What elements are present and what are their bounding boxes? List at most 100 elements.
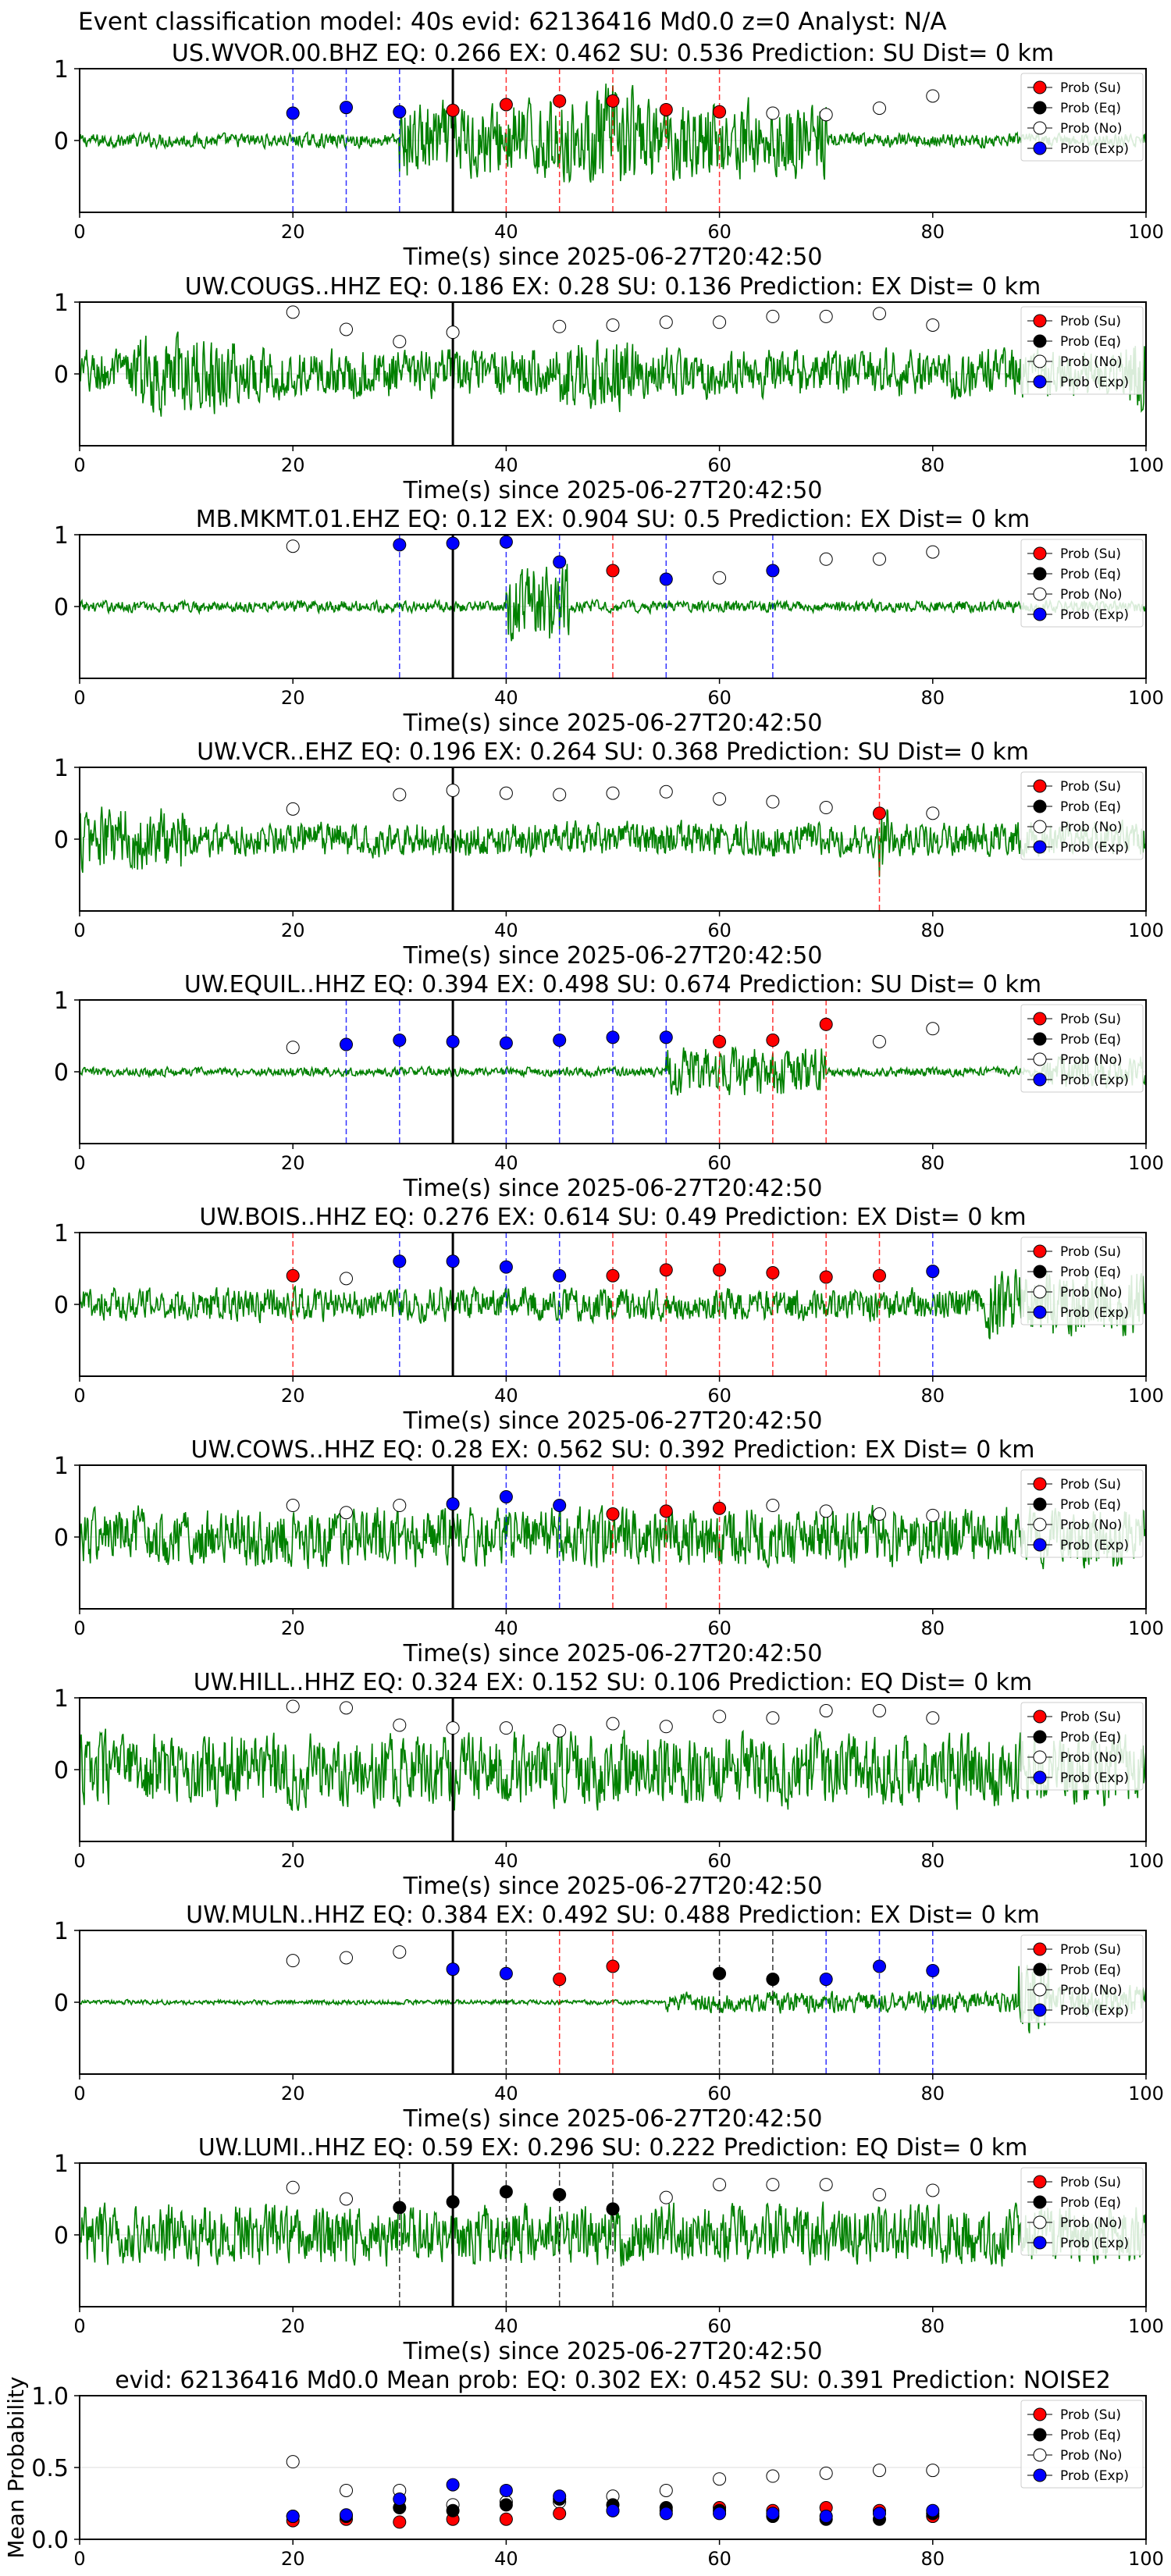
y-tick-label: 1: [54, 56, 69, 84]
legend-marker: [1033, 546, 1047, 560]
mean-prob-marker: [499, 2498, 513, 2512]
prob-marker: [553, 2187, 567, 2201]
mean-prob-marker: [340, 2508, 353, 2522]
y-tick-label: 1: [54, 987, 69, 1015]
legend-marker: [1033, 840, 1047, 854]
legend-marker: [1033, 1497, 1047, 1511]
legend-label: Prob (Eq): [1060, 101, 1121, 116]
prob-marker: [446, 2195, 460, 2209]
prob-marker: [553, 555, 567, 569]
legend: Prob (Su) Prob (Eq) Prob (No) Prob (Exp): [1020, 2167, 1144, 2256]
prob-marker: [286, 1268, 300, 1283]
prob-marker: [499, 1489, 513, 1503]
legend-label: Prob (Exp): [1060, 1770, 1129, 1786]
mean-prob-marker: [606, 2503, 620, 2517]
legend-marker: [1033, 2448, 1047, 2462]
legend-marker: [1033, 2195, 1047, 2209]
prob-marker: [553, 94, 567, 108]
legend-marker: [1033, 334, 1047, 348]
legend-marker: [1033, 1962, 1047, 1976]
prob-marker: [873, 806, 886, 820]
y-axis-label: Mean Probability: [3, 2376, 29, 2558]
prob-marker: [286, 1041, 300, 1055]
legend-marker: [1033, 1073, 1047, 1087]
x-tick-label: 40: [494, 2548, 518, 2570]
legend-label: Prob (Exp): [1060, 375, 1129, 390]
legend-label: Prob (No): [1060, 820, 1123, 835]
prob-marker: [926, 1265, 940, 1279]
prob-marker: [926, 545, 940, 559]
prob-marker: [393, 1718, 407, 1732]
prob-marker: [659, 2190, 673, 2204]
waveform-trace: [79, 1728, 1147, 1812]
mean-prob-marker: [286, 2455, 300, 2469]
prob-marker: [819, 552, 833, 566]
legend-label: Prob (Eq): [1060, 567, 1121, 582]
x-tick-label: 60: [707, 1152, 731, 1174]
mean-prob-marker: [819, 2510, 833, 2524]
panel-title: UW.COWS..HHZ EQ: 0.28 EX: 0.562 SU: 0.39…: [191, 1436, 1035, 1464]
prob-marker: [926, 1508, 940, 1522]
prob-marker: [926, 806, 940, 820]
prob-marker: [446, 1497, 460, 1511]
mean-prob-marker: [713, 2472, 727, 2486]
prob-marker: [926, 2183, 940, 2197]
prob-marker: [286, 305, 300, 319]
prob-marker: [713, 571, 727, 585]
x-axis-label: Time(s) since 2025-06-27T20:42:50: [403, 710, 823, 737]
prob-marker: [659, 785, 673, 799]
prob-marker: [393, 2201, 407, 2215]
prob-marker: [766, 1266, 780, 1280]
x-tick-label: 40: [494, 1850, 518, 1872]
prob-marker: [446, 536, 460, 550]
panel: MB.MKMT.01.EHZ EQ: 0.12 EX: 0.904 SU: 0.…: [54, 506, 1164, 737]
panel-title: US.WVOR.00.BHZ EQ: 0.266 EX: 0.462 SU: 0…: [172, 40, 1054, 67]
prob-marker: [766, 1711, 780, 1725]
legend-marker: [1033, 567, 1047, 581]
legend-marker: [1033, 2003, 1047, 2017]
x-tick-label: 60: [707, 2548, 731, 2570]
prob-marker: [766, 564, 780, 578]
prob-marker: [873, 1507, 886, 1521]
x-tick-label: 80: [921, 1850, 945, 1872]
legend-marker: [1033, 1032, 1047, 1046]
x-tick-label: 0: [73, 2548, 85, 2570]
legend-label: Prob (Exp): [1060, 1073, 1129, 1088]
x-tick-label: 60: [707, 2315, 731, 2337]
prob-marker: [553, 1724, 567, 1738]
x-tick-label: 20: [281, 687, 305, 709]
waveform-trace: [79, 84, 1147, 183]
x-tick-label: 100: [1128, 454, 1164, 476]
prob-marker: [393, 788, 407, 802]
panel-title: evid: 62136416 Md0.0 Mean prob: EQ: 0.30…: [115, 2367, 1111, 2394]
x-axis-label: Time(s) since 2025-06-27T20:42:50: [403, 1407, 823, 1435]
prob-marker: [446, 1962, 460, 1976]
prob-marker: [659, 315, 673, 329]
x-tick-label: 100: [1128, 221, 1164, 243]
x-tick-label: 60: [707, 1385, 731, 1407]
legend-marker: [1033, 820, 1047, 834]
legend: Prob (Su) Prob (Eq) Prob (No) Prob (Exp): [1020, 73, 1144, 162]
x-tick-label: 20: [281, 454, 305, 476]
legend-label: Prob (Eq): [1060, 1032, 1121, 1048]
y-tick-label: 0: [54, 1059, 69, 1087]
x-tick-label: 100: [1128, 1617, 1164, 1639]
legend-box: [1020, 1702, 1144, 1791]
panel-title: UW.COUGS..HHZ EQ: 0.186 EX: 0.28 SU: 0.1…: [185, 273, 1041, 301]
prob-marker: [873, 1034, 886, 1048]
prob-marker: [713, 2178, 727, 2192]
x-axis-label: Time(s) since 2025-06-27T20:42:50: [403, 244, 823, 271]
x-tick-label: 100: [1128, 2548, 1164, 2570]
prob-marker: [873, 552, 886, 566]
legend-label: Prob (Su): [1060, 1942, 1121, 1958]
x-tick-label: 20: [281, 1152, 305, 1174]
x-tick-label: 100: [1128, 1385, 1164, 1407]
legend-marker: [1033, 1052, 1047, 1066]
x-tick-label: 20: [281, 2083, 305, 2105]
prob-marker: [606, 1959, 620, 1973]
legend: Prob (Su) Prob (Eq) Prob (No) Prob (Exp): [1020, 1004, 1144, 1093]
legend-label: Prob (Su): [1060, 2175, 1121, 2190]
prob-marker: [873, 1704, 886, 1718]
panel-title: UW.MULN..HHZ EQ: 0.384 EX: 0.492 SU: 0.4…: [186, 1902, 1040, 1929]
prob-marker: [393, 1499, 407, 1513]
